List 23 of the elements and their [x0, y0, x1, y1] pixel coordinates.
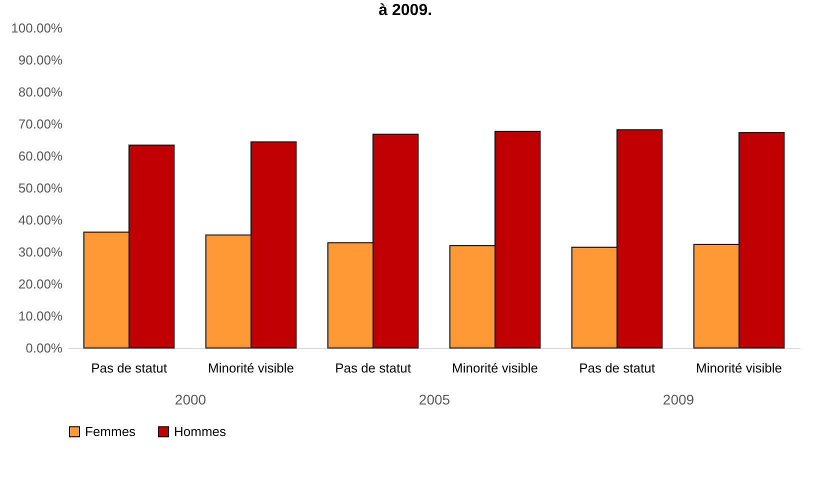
- text: 2005: [418, 392, 450, 408]
- y-tick-label: 20.00%: [18, 276, 63, 292]
- y-tick-label: 0.00%: [26, 340, 63, 356]
- y-tick-label: 10.00%: [18, 308, 63, 324]
- legend-label: Hommes: [174, 424, 227, 439]
- chart-title: à 2009.: [378, 2, 432, 19]
- y-tick-label: 100.00%: [11, 20, 63, 36]
- legend-label: Femmes: [85, 424, 136, 439]
- x-tick-label: Minorité visible: [452, 360, 538, 376]
- text: 2009: [662, 392, 694, 408]
- x-tick-label: Minorité visible: [208, 360, 294, 376]
- x-tick-label: Minorité visible: [696, 360, 782, 376]
- x-tick-label: Pas de statut: [335, 360, 412, 376]
- y-tick-label: 30.00%: [18, 244, 63, 260]
- y-tick-label: 60.00%: [18, 148, 63, 164]
- y-tick-label: 40.00%: [18, 212, 63, 228]
- text: 2000: [174, 392, 206, 408]
- y-tick-label: 90.00%: [18, 52, 63, 68]
- y-tick-label: 50.00%: [18, 180, 63, 196]
- y-tick-label: 80.00%: [18, 84, 63, 100]
- y-tick-label: 70.00%: [18, 116, 63, 132]
- x-tick-label: Pas de statut: [579, 360, 656, 376]
- x-tick-label: Pas de statut: [91, 360, 168, 376]
